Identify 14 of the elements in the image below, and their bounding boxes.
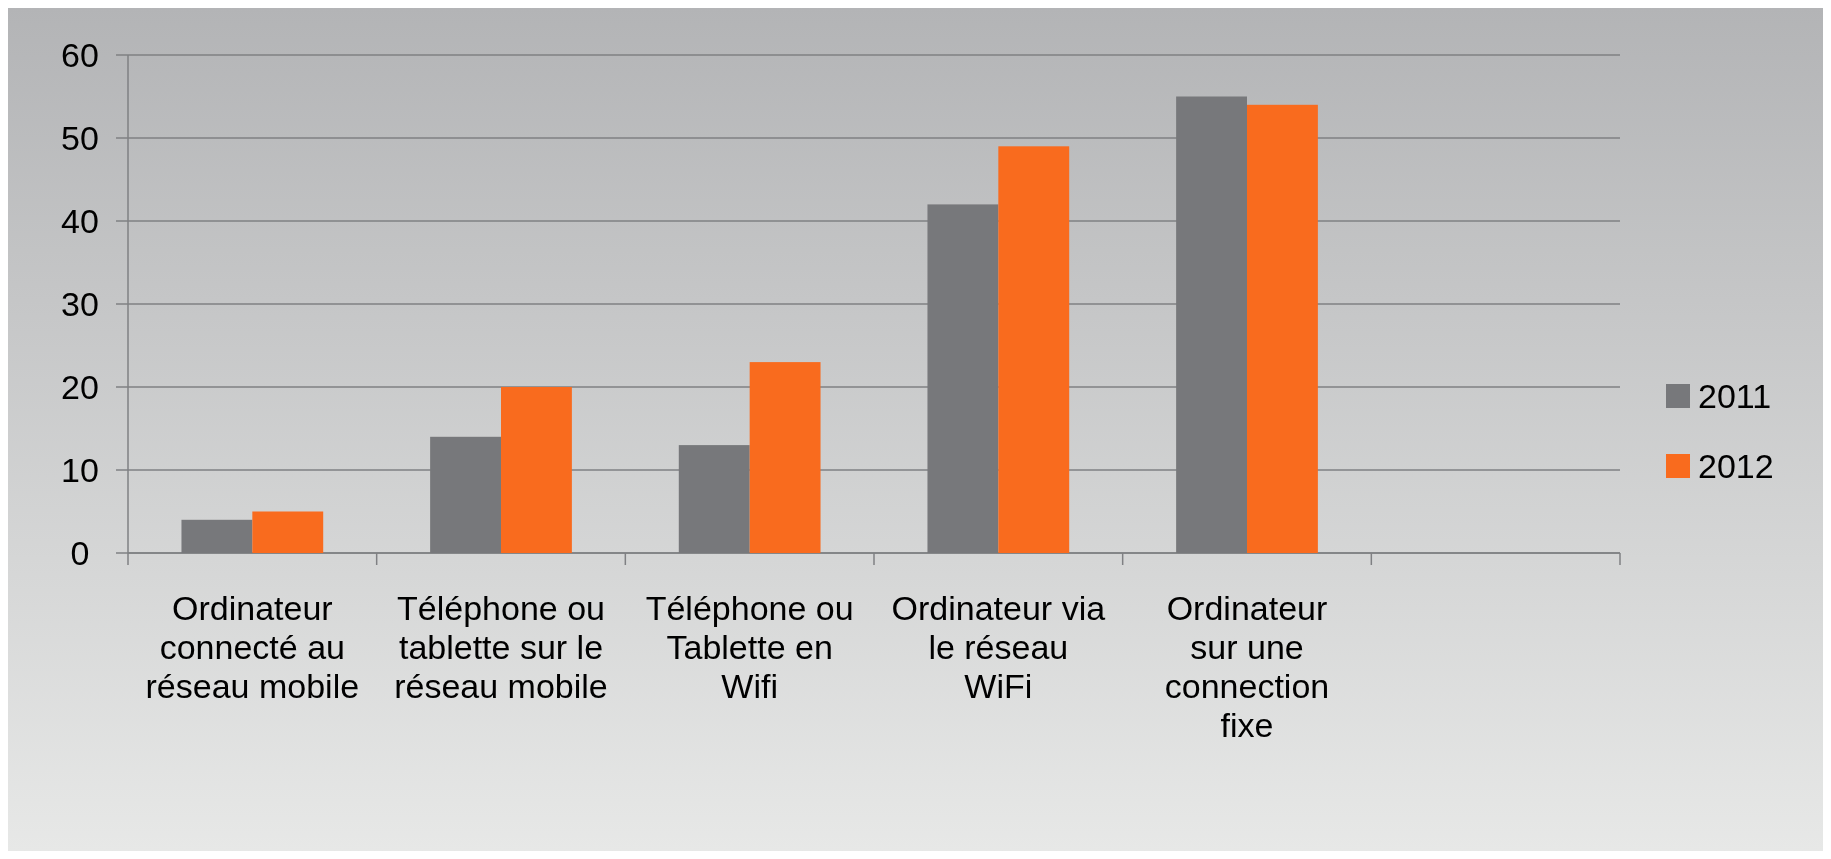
y-tick-label: 50 <box>61 118 99 157</box>
y-tick-label: 30 <box>61 284 99 323</box>
x-tick-label: Téléphone ou tablette sur le réseau mobile <box>394 589 608 705</box>
legend-label: 2011 <box>1698 376 1772 415</box>
x-tick-label: Ordinateur connecté au réseau mobile <box>145 589 360 705</box>
y-tick-label: 0 <box>70 533 90 572</box>
y-tick-label: 40 <box>61 201 99 240</box>
y-tick-label: 60 <box>61 35 99 74</box>
x-tick-label: Ordinateur via le réseau WiFi <box>891 589 1106 705</box>
x-tick-label: Téléphone ou Tablette en Wifi <box>645 589 854 705</box>
y-tick-label: 10 <box>61 450 99 489</box>
x-tick-label: Ordinateur sur une connection fixe <box>1164 589 1330 744</box>
legend-label: 2012 <box>1698 446 1774 485</box>
y-tick-label: 20 <box>61 367 99 406</box>
